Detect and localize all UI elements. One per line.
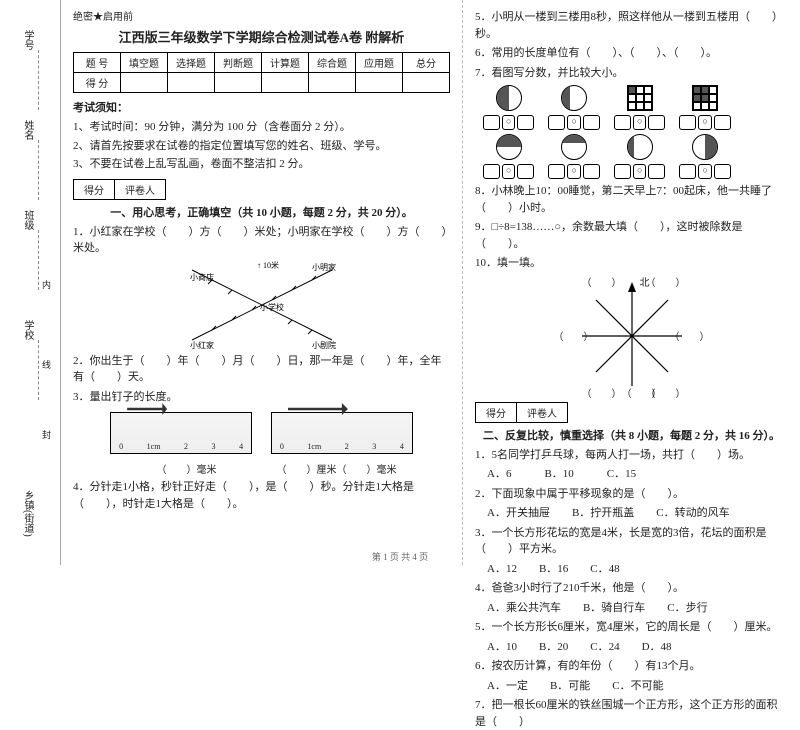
svg-text:小商店: 小商店 — [190, 272, 214, 282]
s2-q1-opts: A．6 B．10 C．15 — [487, 466, 788, 483]
eval-box: 得分评卷人 — [73, 179, 450, 200]
question-8: 8．小林晚上10：00睡觉，第二天早上7：00起床，他一共睡了（ ）小时。 — [475, 183, 788, 216]
sid-label: 学校 — [20, 320, 35, 340]
secret-label: 绝密★启用前 — [73, 8, 450, 23]
section2-title: 二、反复比较，慎重选择（共 8 小题，每题 2 分，共 16 分）。 — [475, 427, 788, 443]
sid-label: 姓名 — [20, 120, 35, 140]
compass-diagram: 北 （ ） （ ） （ ） （ ） （ ） （ ） （ ） — [572, 276, 692, 396]
binding-sidebar: 学号 姓名 班级 学校 乡镇(街道) 内 线 封 — [0, 0, 61, 565]
sid-label: 班级 — [20, 210, 35, 230]
s2-q7: 7．把一根长60厘米的铁丝围城一个正方形，这个正方形的面积是（ ） — [475, 697, 788, 730]
fold-line — [38, 340, 39, 400]
s2-q6-opts: A．一定 B．可能 C．不可能 — [487, 678, 788, 695]
s2-q6: 6．按农历计算，有的年份（ ）有13个月。 — [475, 658, 788, 675]
right-column: 5．小明从一楼到三楼用8秒，照这样他从一楼到五楼用（ ）秒。 6．常用的长度单位… — [463, 0, 800, 565]
notice-title: 考试须知： — [73, 99, 450, 115]
sid-label: 学号 — [20, 30, 35, 50]
question-7: 7．看图写分数，并比较大小。 — [475, 65, 788, 82]
notice-list: 1、考试时间：90 分钟，满分为 100 分（含卷面分 2 分）。 2、请首先按… — [73, 119, 450, 173]
question-4: 4．分针走1小格，秒针正好走（ ），是（ ）秒。分针走1大格是（ ），时针走1大… — [73, 479, 450, 512]
question-1: 1．小红家在学校（ ）方（ ）米处；小明家在学校（ ）方（ ）米处。 — [73, 224, 450, 257]
question-3: 3．量出钉子的长度。 — [73, 389, 450, 406]
svg-text:小红家: 小红家 — [190, 340, 214, 350]
s2-q2-opts: A．开关抽屉 B．拧开瓶盖 C．转动的风车 — [487, 505, 788, 522]
question-5: 5．小明从一楼到三楼用8秒，照这样他从一楼到五楼用（ ）秒。 — [475, 9, 788, 42]
s2-q4: 4．爸爸3小时行了210千米，他是（ ）。 — [475, 580, 788, 597]
s2-q2: 2．下面现象中属于平移现象的是（ ）。 — [475, 486, 788, 503]
page-footer: 第 1 页 共 4 页 — [0, 550, 800, 563]
fold-line — [38, 140, 39, 200]
question-6: 6．常用的长度单位有（ ）、（ ）、（ ）。 — [475, 45, 788, 62]
fold-line — [38, 230, 39, 290]
question-9: 9．□÷8=138……○，余数最大填（ ），这时被除数是（ ）。 — [475, 219, 788, 252]
question-2: 2．你出生于（ ）年（ ）月（ ）日，那一年是（ ）年，全年有（ ）天。 — [73, 353, 450, 386]
score-table: 题 号填空题选择题判断题计算题综合题应用题总分 得 分 — [73, 52, 450, 93]
sid-label: 乡镇(街道) — [20, 490, 35, 537]
svg-text:小剧院: 小剧院 — [312, 340, 336, 350]
svg-text:小学校: 小学校 — [260, 302, 284, 312]
s2-q1: 1．5名同学打乒乓球，每两人打一场，共打（ ）场。 — [475, 447, 788, 464]
s2-q5: 5．一个长方形长6厘米，宽4厘米，它的周长是（ ）厘米。 — [475, 619, 788, 636]
label-mingjia: 小明家 — [312, 262, 336, 272]
left-column: 绝密★启用前 江西版三年级数学下学期综合检测试卷A卷 附解析 题 号填空题选择题… — [61, 0, 463, 565]
direction-diagram: 小明家 小商店 小学校 小红家 小剧院 ↑ 10米 — [182, 260, 342, 350]
eval-box-2: 得分评卷人 — [475, 402, 788, 423]
fraction-icons: ○ ○ ○ ○ ○ ○ ○ ○ — [483, 85, 788, 179]
section1-title: 一、用心思考，正确填空（共 10 小题，每题 2 分，共 20 分）。 — [73, 204, 450, 220]
ruler-diagram: 01cm234 01cm234 （ ）毫米（ ）厘米（ ）毫米 — [73, 408, 450, 476]
question-10: 10．填一填。 — [475, 255, 788, 272]
exam-title: 江西版三年级数学下学期综合检测试卷A卷 附解析 — [73, 27, 450, 46]
s2-q4-opts: A．乘公共汽车 B．骑自行车 C．步行 — [487, 600, 788, 617]
svg-text:↑ 10米: ↑ 10米 — [257, 260, 279, 270]
fold-line — [38, 50, 39, 110]
s2-q5-opts: A．10 B．20 C．24 D．48 — [487, 639, 788, 656]
